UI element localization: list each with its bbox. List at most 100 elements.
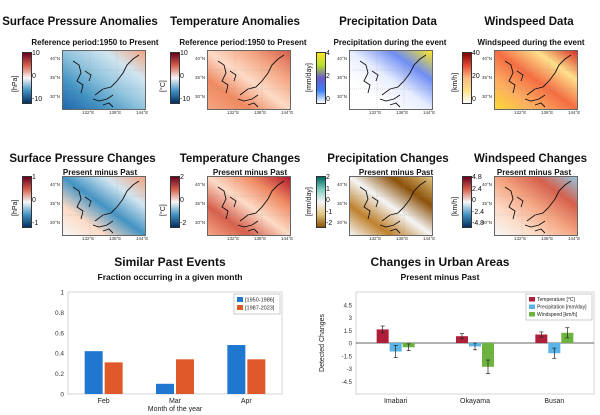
panel-title: Precipitation Changes — [327, 153, 449, 165]
colorbar-tick: 10 — [32, 50, 40, 57]
panel-title: Temperature Anomalies — [170, 16, 300, 28]
lon-label: 132°E — [369, 236, 382, 241]
legend-label: [1950-1986] — [245, 298, 275, 304]
map-plot — [349, 50, 433, 110]
y-tick-label: 3 — [349, 316, 353, 322]
coastline — [229, 196, 237, 208]
coastline — [94, 54, 140, 96]
coastline — [217, 60, 229, 94]
coastline — [379, 220, 401, 228]
colorbar-tick: 20 — [472, 73, 480, 80]
panel-subtitle: Present minus Past — [496, 168, 572, 177]
colorbar-tick: 0 — [326, 96, 330, 103]
lon-label: 144°E — [136, 110, 149, 115]
coastline — [92, 94, 114, 102]
lon-label: 138°E — [396, 110, 409, 115]
coastline — [359, 186, 371, 220]
chart-title: Similar Past Events — [114, 255, 226, 269]
colorbar-tick: 0 — [472, 96, 476, 103]
colorbar-tick: -1 — [32, 220, 39, 227]
coastline — [526, 54, 572, 96]
colorbar-tick: 0 — [180, 197, 184, 204]
lat-label: 30°N — [50, 94, 61, 99]
legend-swatch — [237, 305, 243, 310]
panel-title: Surface Pressure Anomalies — [2, 16, 158, 28]
panel-subtitle: Present minus Past — [62, 168, 138, 177]
colorbar — [462, 52, 472, 104]
colorbar — [462, 176, 472, 228]
lat-label: 40°N — [50, 182, 61, 187]
panel-title: Windspeed Changes — [474, 153, 587, 165]
lon-label: 138°E — [109, 236, 122, 241]
panel-title: Temperature Changes — [179, 153, 301, 165]
lat-label: 40°N — [482, 56, 493, 61]
y-axis-label: Detected Changes — [319, 314, 326, 372]
colorbar-tick: -10 — [32, 96, 43, 103]
colorbar-tick: 1 — [326, 185, 330, 193]
colorbar-unit: [mm/day] — [306, 187, 313, 216]
y-tick-label: -1.5 — [342, 354, 353, 360]
colorbar-unit: [km/h] — [452, 72, 459, 92]
coastline — [534, 228, 546, 234]
coastline — [94, 180, 140, 222]
colorbar-unit: [hPa] — [12, 75, 19, 92]
coastline — [84, 70, 92, 82]
legend-swatch — [529, 304, 535, 309]
plot-frame — [67, 291, 283, 395]
x-tick-label: Okayama — [460, 398, 490, 405]
y-tick-label: 0 — [349, 342, 353, 348]
coastline — [217, 186, 229, 220]
map-plot — [207, 176, 291, 236]
legend-label: Temperature [°C] — [537, 297, 575, 303]
colorbar — [170, 176, 180, 228]
lon-label: 132°E — [227, 236, 240, 241]
legend-label: Windspeed [km/h] — [537, 312, 578, 318]
colorbar-tick: 10 — [180, 50, 188, 57]
y-tick-label: -4.5 — [342, 380, 353, 386]
lon-label: 144°E — [281, 110, 294, 115]
colorbar — [316, 52, 326, 104]
colorbar-tick: -10 — [180, 96, 191, 103]
y-tick-label: 0.2 — [55, 371, 64, 378]
colorbar-tick: 1 — [32, 174, 36, 181]
x-tick-label: Mar — [169, 398, 182, 405]
lat-label: 30°N — [337, 94, 348, 99]
colorbar-tick: -2.4 — [472, 208, 485, 216]
legend-box — [525, 293, 593, 321]
colorbar-tick: 40 — [472, 50, 480, 57]
colorbar-tick: 2 — [180, 174, 184, 181]
bar — [535, 334, 548, 343]
coastline — [84, 196, 92, 208]
coastline — [247, 228, 259, 234]
colorbar — [22, 52, 32, 104]
coastline — [516, 70, 524, 82]
bar — [84, 351, 103, 394]
lat-label: 40°N — [195, 182, 206, 187]
lon-label: 138°E — [109, 110, 122, 115]
map-plot — [62, 176, 146, 236]
bar — [156, 383, 174, 394]
lat-label: 35°N — [337, 201, 348, 206]
y-tick-label: 0.4 — [55, 351, 64, 358]
chart-title: Changes in Urban Areas — [370, 255, 510, 269]
urban-changes-chart: 4.5 3 1.5 0 -1.5 -3 -4.5 Detected Changes Imabar… — [319, 291, 595, 405]
map-plot — [207, 50, 291, 110]
y-tick-label: 4.5 — [344, 303, 353, 309]
lat-label: 30°N — [195, 94, 206, 99]
coastline — [524, 94, 546, 102]
colorbar-tick: 0 — [32, 73, 36, 80]
y-tick-label: 1.5 — [344, 329, 353, 335]
colorbar-tick: -2 — [180, 220, 187, 227]
panel-subtitle: Precipitation during the event — [333, 38, 447, 47]
lat-label: 35°N — [482, 201, 493, 206]
coastline — [534, 102, 546, 108]
lat-label: 35°N — [50, 75, 61, 80]
colorbar-tick: 0 — [32, 197, 36, 204]
lon-label: 144°E — [423, 236, 436, 241]
bar — [247, 359, 266, 394]
lat-label: 30°N — [195, 220, 206, 225]
colorbar-unit: [mm/day] — [306, 63, 313, 92]
coastline — [504, 186, 516, 220]
bar — [376, 329, 389, 343]
chart-subtitle: Present minus Past — [400, 272, 480, 282]
